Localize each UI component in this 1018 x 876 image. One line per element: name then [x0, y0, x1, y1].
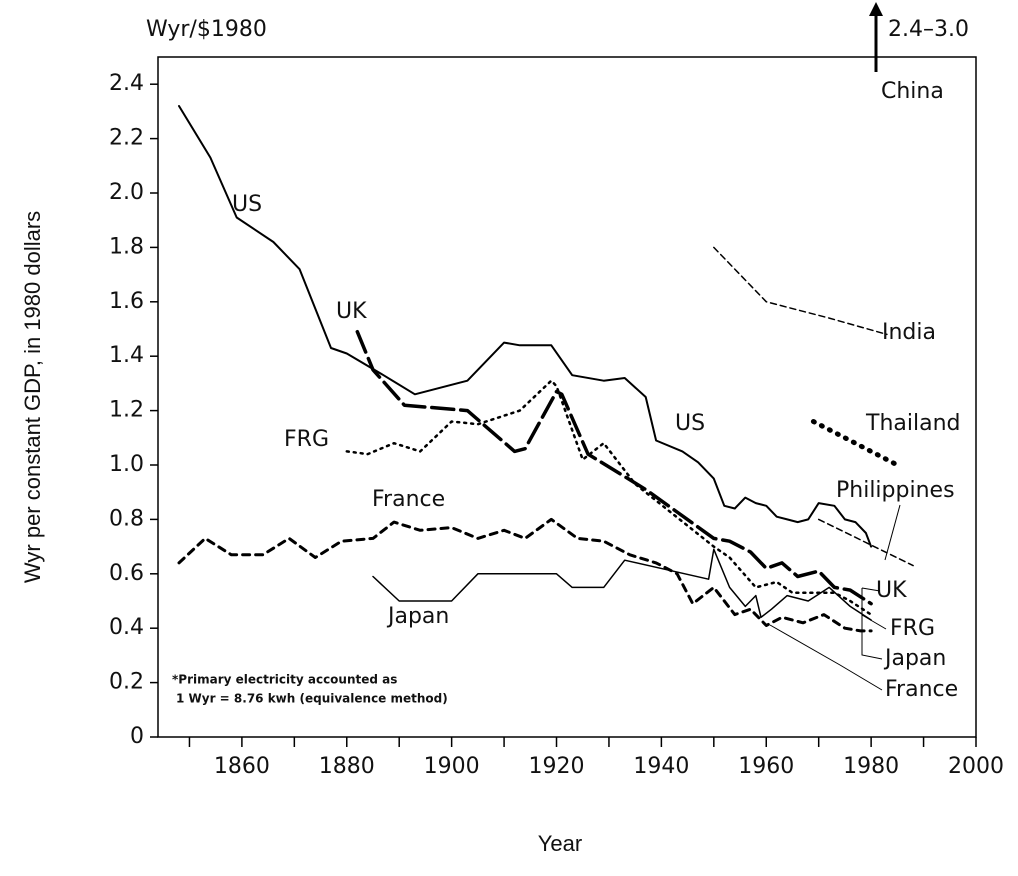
series-line — [355, 329, 873, 606]
series-label: UK — [876, 578, 907, 603]
series-line — [817, 518, 914, 567]
x-tick-label: 1960 — [738, 754, 794, 779]
series-label: France — [372, 487, 445, 512]
y-tick-label: 1.8 — [109, 234, 144, 259]
y-tick-label: 0.4 — [109, 615, 144, 640]
x-tick-label: 1860 — [214, 754, 270, 779]
series-label: US — [675, 411, 705, 436]
x-tick-label: 1920 — [529, 754, 585, 779]
y-tick-label: 0.8 — [109, 506, 144, 531]
series-line — [177, 517, 873, 633]
series-line — [178, 105, 873, 548]
x-axis-title: Year — [538, 831, 582, 856]
y-tick-label: 1.6 — [109, 289, 144, 314]
y-tick-label: 2.0 — [109, 180, 144, 205]
series-line — [345, 379, 873, 616]
y-tick-label: 0 — [130, 724, 144, 749]
y-tick-label: 2.4 — [109, 71, 144, 96]
x-tick-label: 1880 — [319, 754, 375, 779]
china-range: 2.4–3.0 — [888, 17, 969, 42]
series-label: India — [882, 320, 936, 345]
y-tick-label: 2.2 — [109, 126, 144, 151]
footnote: 1 Wyr = 8.76 kwh (equivalence method) — [176, 692, 448, 706]
series-label: Japan — [386, 604, 449, 629]
series-label: Philippines — [836, 478, 955, 503]
series-label: Japan — [883, 646, 946, 671]
leader-line — [861, 587, 881, 592]
series-label: UK — [336, 299, 367, 324]
y-axis-title: Wyr per constant GDP, in 1980 dollars — [20, 211, 45, 583]
x-tick-label: 1900 — [424, 754, 480, 779]
leader-line — [769, 624, 883, 691]
x-tick-label: 1980 — [843, 754, 899, 779]
leader-line — [884, 504, 901, 561]
series-label: FRG — [890, 616, 935, 641]
y-tick-label: 1.0 — [109, 452, 144, 477]
series-label: FRG — [284, 427, 329, 452]
series-line — [810, 419, 900, 468]
series-label: France — [885, 677, 958, 702]
series-label: Thailand — [865, 411, 960, 436]
y-tick-label: 1.4 — [109, 343, 144, 368]
y-tick-label: 0.6 — [109, 561, 144, 586]
leader-line — [861, 588, 883, 660]
unit-label: Wyr/$1980 — [146, 17, 267, 42]
series-line — [713, 246, 888, 336]
x-tick-label: 1940 — [633, 754, 689, 779]
series-label: US — [232, 192, 262, 217]
y-tick-label: 1.2 — [109, 398, 144, 423]
series-line — [372, 548, 872, 621]
y-tick-label: 0.2 — [109, 670, 144, 695]
leader-line — [861, 614, 887, 630]
china-label: China — [881, 79, 944, 104]
footnote: *Primary electricity accounted as — [172, 673, 397, 687]
plot-frame — [157, 56, 977, 738]
x-tick-label: 2000 — [948, 754, 1004, 779]
china-arrowhead — [869, 2, 883, 16]
